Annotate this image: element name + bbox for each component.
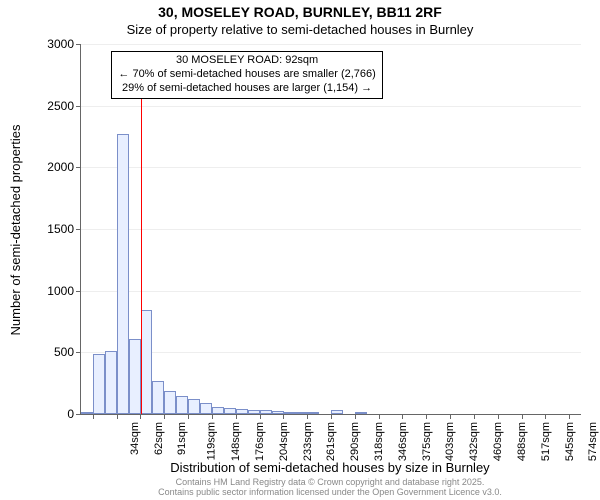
xtick-mark: [140, 414, 141, 419]
xtick-mark: [379, 414, 380, 419]
xtick-label: 375sqm: [421, 422, 433, 461]
annotation-line3: 29% of semi-detached houses are larger (…: [118, 82, 375, 96]
chart-container: 30, MOSELEY ROAD, BURNLEY, BB11 2RF Size…: [0, 0, 600, 500]
xtick-label: 261sqm: [325, 422, 337, 461]
gridline: [81, 106, 581, 107]
ytick-mark: [76, 352, 81, 353]
xtick-label: 119sqm: [206, 422, 218, 460]
xtick-label: 62sqm: [153, 422, 165, 455]
xtick-label: 545sqm: [564, 422, 576, 461]
xtick-mark: [522, 414, 523, 419]
xtick-label: 148sqm: [230, 422, 242, 461]
x-axis-label: Distribution of semi-detached houses by …: [80, 460, 580, 475]
xtick-label: 403sqm: [445, 422, 457, 461]
plot-area: 30 MOSELEY ROAD: 92sqm← 70% of semi-deta…: [80, 44, 581, 415]
xtick-mark: [164, 414, 165, 419]
histogram-bar: [307, 412, 319, 414]
histogram-bar: [117, 134, 129, 414]
xtick-mark: [117, 414, 118, 419]
xtick-mark: [545, 414, 546, 419]
marker-line: [141, 76, 142, 414]
histogram-bar: [200, 403, 212, 414]
histogram-bar: [152, 381, 164, 414]
xtick-label: 204sqm: [278, 422, 290, 461]
histogram-bar: [272, 411, 284, 414]
ytick-mark: [76, 44, 81, 45]
histogram-bar: [212, 407, 224, 414]
annotation-box: 30 MOSELEY ROAD: 92sqm← 70% of semi-deta…: [111, 51, 382, 98]
credits: Contains HM Land Registry data © Crown c…: [80, 478, 580, 498]
xtick-mark: [474, 414, 475, 419]
histogram-bar: [248, 410, 260, 414]
chart-subtitle: Size of property relative to semi-detach…: [0, 22, 600, 37]
ytick-label: 3000: [24, 37, 74, 51]
histogram-bar: [105, 351, 117, 414]
ytick-mark: [76, 229, 81, 230]
ytick-label: 2000: [24, 160, 74, 174]
annotation-line2: ← 70% of semi-detached houses are smalle…: [118, 68, 375, 82]
ytick-mark: [76, 106, 81, 107]
gridline: [81, 352, 581, 353]
xtick-label: 517sqm: [540, 422, 552, 461]
histogram-bar: [93, 354, 105, 414]
ytick-mark: [76, 414, 81, 415]
xtick-mark: [93, 414, 94, 419]
histogram-bar: [188, 399, 200, 414]
gridline: [81, 291, 581, 292]
xtick-label: 290sqm: [349, 422, 361, 461]
xtick-mark: [212, 414, 213, 419]
xtick-label: 176sqm: [254, 422, 266, 461]
histogram-bar: [331, 410, 343, 414]
xtick-label: 91sqm: [176, 422, 188, 455]
chart-title: 30, MOSELEY ROAD, BURNLEY, BB11 2RF: [0, 4, 600, 20]
y-axis-label: Number of semi-detached properties: [8, 19, 23, 230]
histogram-bar: [129, 339, 141, 414]
credits-line1: Contains HM Land Registry data © Crown c…: [176, 477, 485, 487]
histogram-bar: [81, 412, 93, 414]
histogram-bar: [284, 412, 296, 414]
ytick-label: 1500: [24, 222, 74, 236]
credits-line2: Contains public sector information licen…: [158, 487, 502, 497]
histogram-bar: [164, 391, 176, 414]
ytick-label: 500: [24, 345, 74, 359]
xtick-label: 460sqm: [492, 422, 504, 461]
histogram-bar: [295, 412, 307, 414]
xtick-mark: [188, 414, 189, 419]
xtick-label: 432sqm: [468, 422, 480, 461]
histogram-bar: [224, 408, 236, 414]
xtick-mark: [331, 414, 332, 419]
histogram-bar: [236, 409, 248, 414]
histogram-bar: [355, 412, 367, 414]
gridline: [81, 167, 581, 168]
ytick-label: 2500: [24, 99, 74, 113]
xtick-mark: [426, 414, 427, 419]
ytick-mark: [76, 167, 81, 168]
xtick-mark: [569, 414, 570, 419]
xtick-mark: [260, 414, 261, 419]
xtick-mark: [450, 414, 451, 419]
xtick-label: 34sqm: [129, 422, 141, 455]
xtick-label: 318sqm: [373, 422, 385, 461]
xtick-label: 488sqm: [516, 422, 528, 461]
xtick-mark: [355, 414, 356, 419]
ytick-mark: [76, 291, 81, 292]
ytick-label: 1000: [24, 284, 74, 298]
xtick-mark: [402, 414, 403, 419]
xtick-label: 574sqm: [588, 422, 600, 461]
ytick-label: 0: [24, 407, 74, 421]
annotation-line1: 30 MOSELEY ROAD: 92sqm: [118, 54, 375, 68]
xtick-mark: [283, 414, 284, 419]
histogram-bar: [260, 410, 272, 414]
xtick-label: 346sqm: [397, 422, 409, 461]
xtick-mark: [307, 414, 308, 419]
histogram-bar: [176, 396, 188, 415]
gridline: [81, 229, 581, 230]
xtick-label: 233sqm: [302, 422, 314, 461]
xtick-mark: [236, 414, 237, 419]
xtick-mark: [498, 414, 499, 419]
gridline: [81, 44, 581, 45]
